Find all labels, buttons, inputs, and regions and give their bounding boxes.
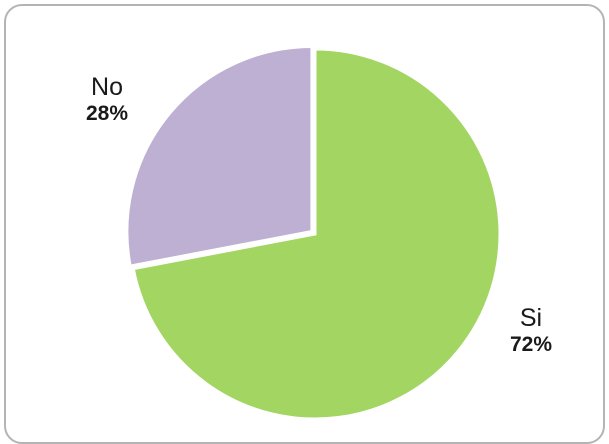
slice-name-si: Si xyxy=(519,304,543,332)
slice-percent-no: 28% xyxy=(85,101,129,125)
pie-slice-no xyxy=(125,44,314,268)
pie-slices xyxy=(125,44,502,421)
slice-name-no: No xyxy=(91,73,123,101)
pie-slice-si xyxy=(131,47,502,421)
slice-percent-si: 72% xyxy=(509,332,553,356)
slice-label-si: Si 72% xyxy=(496,304,566,357)
slice-label-no: No 28% xyxy=(72,73,142,126)
pie-chart xyxy=(125,44,502,421)
